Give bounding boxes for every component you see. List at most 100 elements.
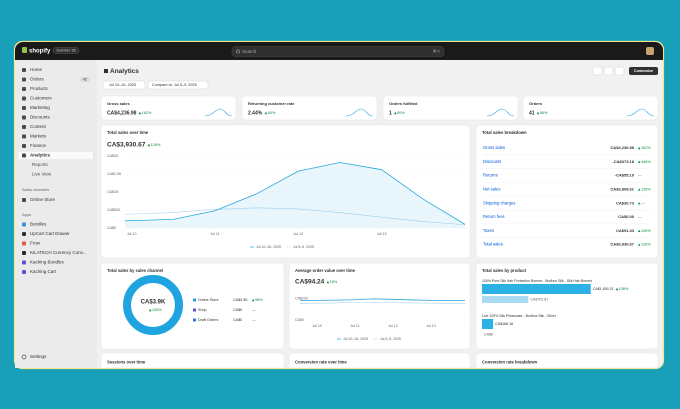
nav-item[interactable]: Orders: [30, 77, 45, 82]
nav-item[interactable]: Marketing: [30, 105, 50, 110]
kpi-label: Orders fulfilled: [389, 101, 418, 106]
nav-item[interactable]: Kaching Cart: [30, 269, 57, 274]
breakdown-card: [475, 124, 659, 259]
x-tick-label: Jul 11: [350, 324, 359, 328]
card-title: Total sales over time: [107, 130, 149, 135]
legend-swatch: [193, 298, 196, 302]
icon-button[interactable]: [592, 66, 603, 76]
sparkline: [345, 108, 374, 117]
trend-up-icon: [615, 287, 619, 291]
change: 86%: [540, 111, 548, 115]
nav-item[interactable]: Frow: [30, 241, 41, 246]
row-value: CA$4,236.98: [610, 145, 634, 150]
nav-item[interactable]: Discounts: [30, 115, 51, 120]
compare-bar: [482, 296, 529, 303]
row-value: -CA$55.19: [615, 173, 635, 178]
trend-up-icon: [638, 202, 641, 205]
row-value: CA$3,930.67: [610, 242, 634, 247]
change: —: [252, 308, 256, 312]
change: —: [638, 215, 642, 219]
card-title: Total sales by product: [482, 268, 527, 273]
trend-up-icon: [638, 146, 641, 150]
series-line: [124, 162, 466, 225]
row-label[interactable]: Shipping charges: [483, 200, 515, 205]
card-partial: [288, 352, 471, 369]
card-title: Conversion rate over time: [295, 360, 347, 365]
compare-button[interactable]: [147, 80, 209, 90]
x-tick-label: Jul 11: [210, 232, 219, 236]
icon-button[interactable]: [614, 66, 625, 76]
nav-item[interactable]: Products: [30, 86, 49, 91]
badge: Summer '25: [56, 49, 75, 53]
logo-icon: [22, 47, 27, 53]
row-label[interactable]: Gross sales: [483, 145, 505, 150]
nav-active: [18, 151, 93, 160]
y-tick-label: CA$2K: [107, 154, 119, 158]
nav-item[interactable]: Customers: [30, 96, 53, 101]
icon-button[interactable]: [603, 66, 614, 76]
row-label[interactable]: Return fees: [483, 214, 505, 219]
nav-badge: 42: [83, 77, 87, 81]
change: 136%: [641, 187, 651, 191]
compare-label: Compare to: Jul 5–9, 2025: [152, 83, 197, 87]
brand: shopify: [29, 49, 51, 55]
date-label: Jul 10–16, 2025: [109, 83, 136, 87]
sparkline: [626, 108, 655, 117]
nav-icon: [22, 198, 26, 202]
nav-icon: [22, 144, 26, 148]
nav-item[interactable]: KILATECH Currency Conv...: [30, 250, 86, 255]
kpi-value: 1: [389, 110, 392, 116]
row-label[interactable]: Discounts: [483, 159, 501, 164]
nav-subitem[interactable]: Live View: [32, 172, 52, 177]
card-title: Conversion rate breakdown: [482, 360, 538, 365]
nav-item[interactable]: Settings: [30, 354, 47, 359]
legend-label: Jul 10–16, 2025: [343, 337, 368, 341]
y-tick-label: CA$500: [107, 208, 120, 212]
kpi-card: [241, 95, 378, 121]
change: 162%: [142, 111, 152, 115]
section-title: Sales channels: [22, 187, 49, 192]
search-box[interactable]: [231, 46, 445, 57]
change: 138%: [619, 287, 629, 291]
nav-item[interactable]: Content: [30, 124, 47, 129]
x-tick-label: Jul 13: [426, 324, 436, 328]
y-tick-label: CA$1.5K: [107, 172, 122, 176]
row-label[interactable]: Returns: [483, 173, 498, 178]
card-partial: [100, 352, 285, 369]
card-title: Sessions over time: [107, 360, 146, 365]
legend-value: CA$3.9K: [233, 298, 248, 302]
app-icon: [22, 222, 26, 227]
row-label[interactable]: Total sales: [483, 242, 503, 247]
nav-item[interactable]: Analytics: [30, 153, 51, 158]
row-label[interactable]: Net sales: [483, 187, 500, 192]
change: 106%: [641, 229, 651, 233]
nav-item[interactable]: Finance: [30, 143, 47, 148]
bar: [482, 319, 494, 329]
nav-item[interactable]: Markets: [30, 134, 47, 139]
legend-value: CA$0: [233, 318, 242, 322]
trend-up-icon: [138, 111, 142, 115]
card-title: Average order value over time: [295, 268, 356, 273]
nav-item[interactable]: Bundles: [30, 222, 47, 227]
nav-subitem[interactable]: Reports: [32, 162, 49, 167]
nav-item[interactable]: Kaching Bundles: [30, 260, 65, 265]
header-icon: [104, 69, 108, 73]
shortcut: ⌘ K: [433, 49, 441, 54]
search-placeholder: Search: [242, 49, 257, 54]
app-icon: [22, 251, 26, 255]
x-tick-label: Jul 12: [294, 232, 304, 236]
customize-button[interactable]: [629, 67, 658, 75]
trend-up-icon: [252, 298, 255, 302]
change: 126%: [151, 143, 161, 147]
nav-item[interactable]: Home: [30, 67, 43, 72]
row-label[interactable]: Taxes: [483, 228, 494, 233]
aov-card: [288, 262, 471, 350]
search-icon: [236, 49, 240, 54]
nav-icon: [22, 77, 26, 82]
bar-label: CA$702.87: [530, 297, 548, 301]
nav-item[interactable]: Online Store: [30, 197, 56, 202]
nav-item[interactable]: UpCart Cart Drawer: [30, 231, 70, 236]
change: 18%: [330, 280, 338, 284]
sales-card: [100, 124, 471, 259]
date-button[interactable]: [102, 80, 146, 90]
